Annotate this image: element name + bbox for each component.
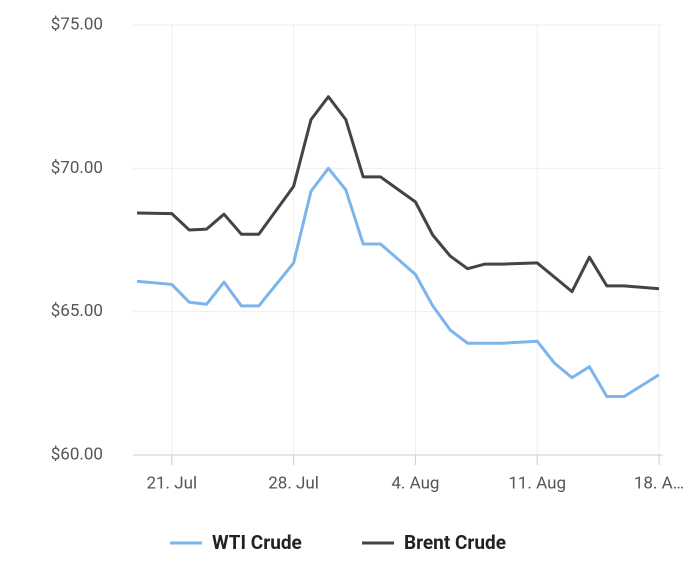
x-tick-label: 11. Aug (508, 473, 566, 493)
x-tick-label: 21. Jul (146, 473, 197, 493)
legend-label: WTI Crude (212, 531, 302, 554)
y-tick-label: $75.00 (51, 14, 103, 34)
x-tick-label: 4. Aug (391, 473, 439, 493)
y-tick-label: $65.00 (51, 301, 103, 321)
legend-label: Brent Crude (404, 531, 506, 554)
x-tick-label: 28. Jul (268, 473, 319, 493)
series-line (136, 95, 660, 294)
series-line (136, 166, 660, 399)
y-tick-label: $60.00 (51, 444, 103, 464)
y-tick-label: $70.00 (51, 158, 103, 178)
x-tick-label: 18. A… (634, 473, 684, 493)
